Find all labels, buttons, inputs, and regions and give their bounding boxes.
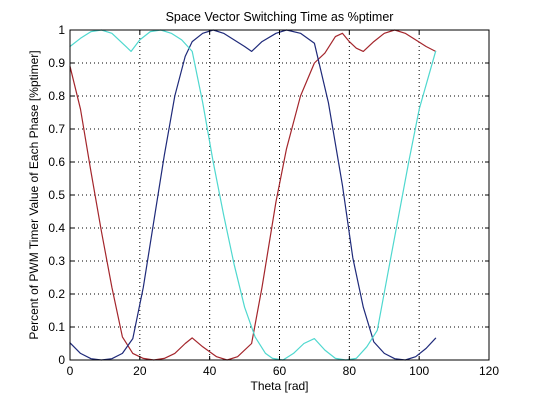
- y-tick-label: 1: [58, 23, 65, 37]
- x-axis-label: Theta [rad]: [250, 379, 308, 393]
- y-tick-label: 0.4: [48, 221, 65, 235]
- y-tick-label: 0.3: [48, 254, 65, 268]
- x-tick-label: 120: [479, 364, 499, 378]
- y-tick-label: 0: [58, 353, 65, 367]
- series-line-3: [69, 29, 437, 361]
- chart-title: Space Vector Switching Time as %ptimer: [166, 10, 394, 24]
- y-tick-label: 0.7: [48, 122, 65, 136]
- x-tick-label: 0: [67, 364, 74, 378]
- axis-ticks: 0 20 40 60 80 100 120 0 0.1 0.2 0.3 0.4 0.5 0.6 0.7 0.8…: [48, 23, 499, 378]
- series-group: [69, 29, 437, 361]
- y-tick-label: 0.2: [48, 287, 65, 301]
- series-line-1: [69, 29, 437, 361]
- x-tick-label: 60: [273, 364, 287, 378]
- x-tick-label: 80: [343, 364, 357, 378]
- y-tick-label: 0.8: [48, 89, 65, 103]
- y-tick-label: 0.6: [48, 155, 65, 169]
- y-axis-label: Percent of PWM Timer Value of Each Phase…: [27, 50, 41, 339]
- y-tick-label: 0.9: [48, 56, 65, 70]
- x-tick-label: 20: [133, 364, 147, 378]
- y-tick-label: 0.1: [48, 320, 65, 334]
- y-tick-label: 0.5: [48, 188, 65, 202]
- x-tick-label: 40: [203, 364, 217, 378]
- x-tick-label: 100: [409, 364, 429, 378]
- series-line-2: [69, 29, 437, 361]
